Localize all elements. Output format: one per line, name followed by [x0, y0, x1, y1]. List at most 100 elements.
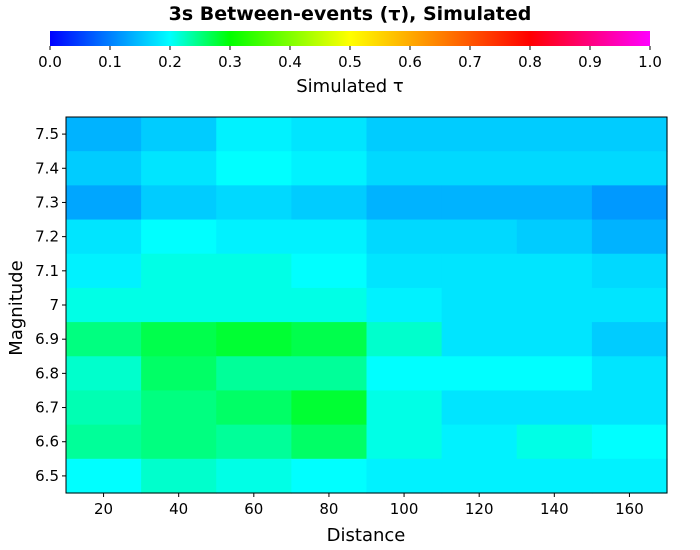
heatmap-cell	[366, 322, 443, 357]
heatmap-cell	[591, 390, 668, 426]
heatmap-cell	[516, 151, 593, 186]
heatmap-cell	[216, 151, 292, 186]
x-tick-label: 60	[244, 500, 263, 518]
heatmap-cell	[216, 458, 292, 494]
heatmap-cell	[591, 424, 668, 460]
heatmap-cell	[441, 219, 518, 255]
heatmap-cell	[516, 322, 593, 357]
chart-title: 3s Between-events (τ), Simulated	[169, 3, 532, 25]
heatmap-cell	[366, 185, 443, 221]
heatmap-cell	[291, 185, 368, 221]
heatmap-cell	[291, 117, 368, 152]
heatmap-cell	[591, 458, 668, 494]
heatmap-cell	[291, 219, 368, 255]
heatmap-cell	[216, 424, 292, 460]
heatmap-cell	[441, 356, 518, 392]
heatmap-cell	[441, 424, 518, 460]
heatmap-cell	[441, 390, 518, 426]
heatmap-cell	[141, 390, 217, 426]
heatmap-cell	[366, 356, 443, 392]
y-tick-label: 7	[49, 296, 59, 314]
heatmap-cell	[366, 253, 443, 289]
heatmap-cell	[516, 356, 593, 392]
colorbar-tick-label: 0.0	[38, 53, 62, 71]
heatmap-cell	[66, 390, 142, 426]
y-axis-label: Magnitude	[6, 260, 27, 355]
heatmap-cell	[366, 151, 443, 186]
heatmap-cell	[141, 458, 217, 494]
colorbar	[50, 31, 650, 46]
heatmap-cell	[141, 253, 217, 289]
heatmap-cell	[66, 356, 142, 392]
heatmap-cell	[516, 287, 593, 323]
heatmap-cell	[591, 356, 668, 392]
x-axis-label: Distance	[327, 525, 406, 546]
colorbar-label: Simulated τ	[296, 76, 404, 97]
x-axis-ticks: 20 40 60 80 100 120 140 160	[94, 493, 644, 518]
heatmap-cell	[516, 185, 593, 221]
x-tick-label: 80	[319, 500, 338, 518]
y-tick-label: 7.3	[35, 193, 59, 211]
heatmap-cell	[291, 287, 368, 323]
x-tick-label: 120	[465, 500, 494, 518]
heatmap-cell	[216, 219, 292, 255]
heatmap-cell	[141, 356, 217, 392]
colorbar-tick-label: 0.9	[578, 53, 602, 71]
heatmap-cell	[591, 185, 668, 221]
heatmap-cell	[591, 117, 668, 152]
y-tick-label: 7.2	[35, 228, 59, 246]
heatmap-cells	[66, 117, 668, 494]
heatmap-cell	[591, 322, 668, 357]
heatmap-cell	[216, 287, 292, 323]
heatmap-cell	[141, 287, 217, 323]
heatmap-cell	[516, 253, 593, 289]
heatmap-cell	[366, 219, 443, 255]
heatmap-cell	[291, 322, 368, 357]
heatmap-cell	[291, 151, 368, 186]
y-tick-label: 6.6	[35, 433, 59, 451]
heatmap-cell	[216, 185, 292, 221]
heatmap-cell	[366, 458, 443, 494]
colorbar-tick-label: 0.4	[278, 53, 302, 71]
colorbar-tick-label: 0.6	[398, 53, 422, 71]
heatmap-cell	[291, 458, 368, 494]
colorbar-tick-label: 1.0	[638, 53, 662, 71]
y-axis-ticks: 6.5 6.6 6.7 6.8 6.9 7 7.1 7.2 7.3 7.4 7.5	[35, 125, 66, 485]
heatmap-cell	[66, 253, 142, 289]
heatmap-cell	[216, 390, 292, 426]
colorbar-tick-label: 0.8	[518, 53, 542, 71]
heatmap-cell	[591, 151, 668, 186]
x-tick-label: 20	[94, 500, 113, 518]
heatmap-cell	[591, 219, 668, 255]
heatmap-cell	[141, 117, 217, 152]
heatmap-cell	[516, 219, 593, 255]
heatmap-cell	[441, 253, 518, 289]
heatmap-cell	[516, 390, 593, 426]
colorbar-tick-label: 0.5	[338, 53, 362, 71]
heatmap-cell	[291, 253, 368, 289]
heatmap-cell	[366, 117, 443, 152]
heatmap-cell	[366, 287, 443, 323]
heatmap-cell	[291, 356, 368, 392]
heatmap-cell	[141, 219, 217, 255]
heatmap-cell	[216, 322, 292, 357]
heatmap-cell	[66, 219, 142, 255]
heatmap-cell	[66, 151, 142, 186]
y-tick-label: 7.5	[35, 125, 59, 143]
y-tick-label: 6.8	[35, 364, 59, 382]
heatmap-cell	[66, 185, 142, 221]
colorbar-tick-label: 0.3	[218, 53, 242, 71]
heatmap-cell	[366, 424, 443, 460]
x-tick-label: 140	[540, 500, 569, 518]
heatmap-cell	[66, 287, 142, 323]
y-tick-label: 6.9	[35, 330, 59, 348]
y-tick-label: 6.7	[35, 399, 59, 417]
colorbar-tick-label: 0.2	[158, 53, 182, 71]
heatmap-cell	[441, 458, 518, 494]
colorbar-ticks: 0.0 0.1 0.2 0.3 0.4 0.5 0.6 0.7 0.8 0.9 1.0	[38, 46, 662, 71]
heatmap-cell	[66, 424, 142, 460]
heatmap-cell	[366, 390, 443, 426]
heatmap-cell	[516, 117, 593, 152]
